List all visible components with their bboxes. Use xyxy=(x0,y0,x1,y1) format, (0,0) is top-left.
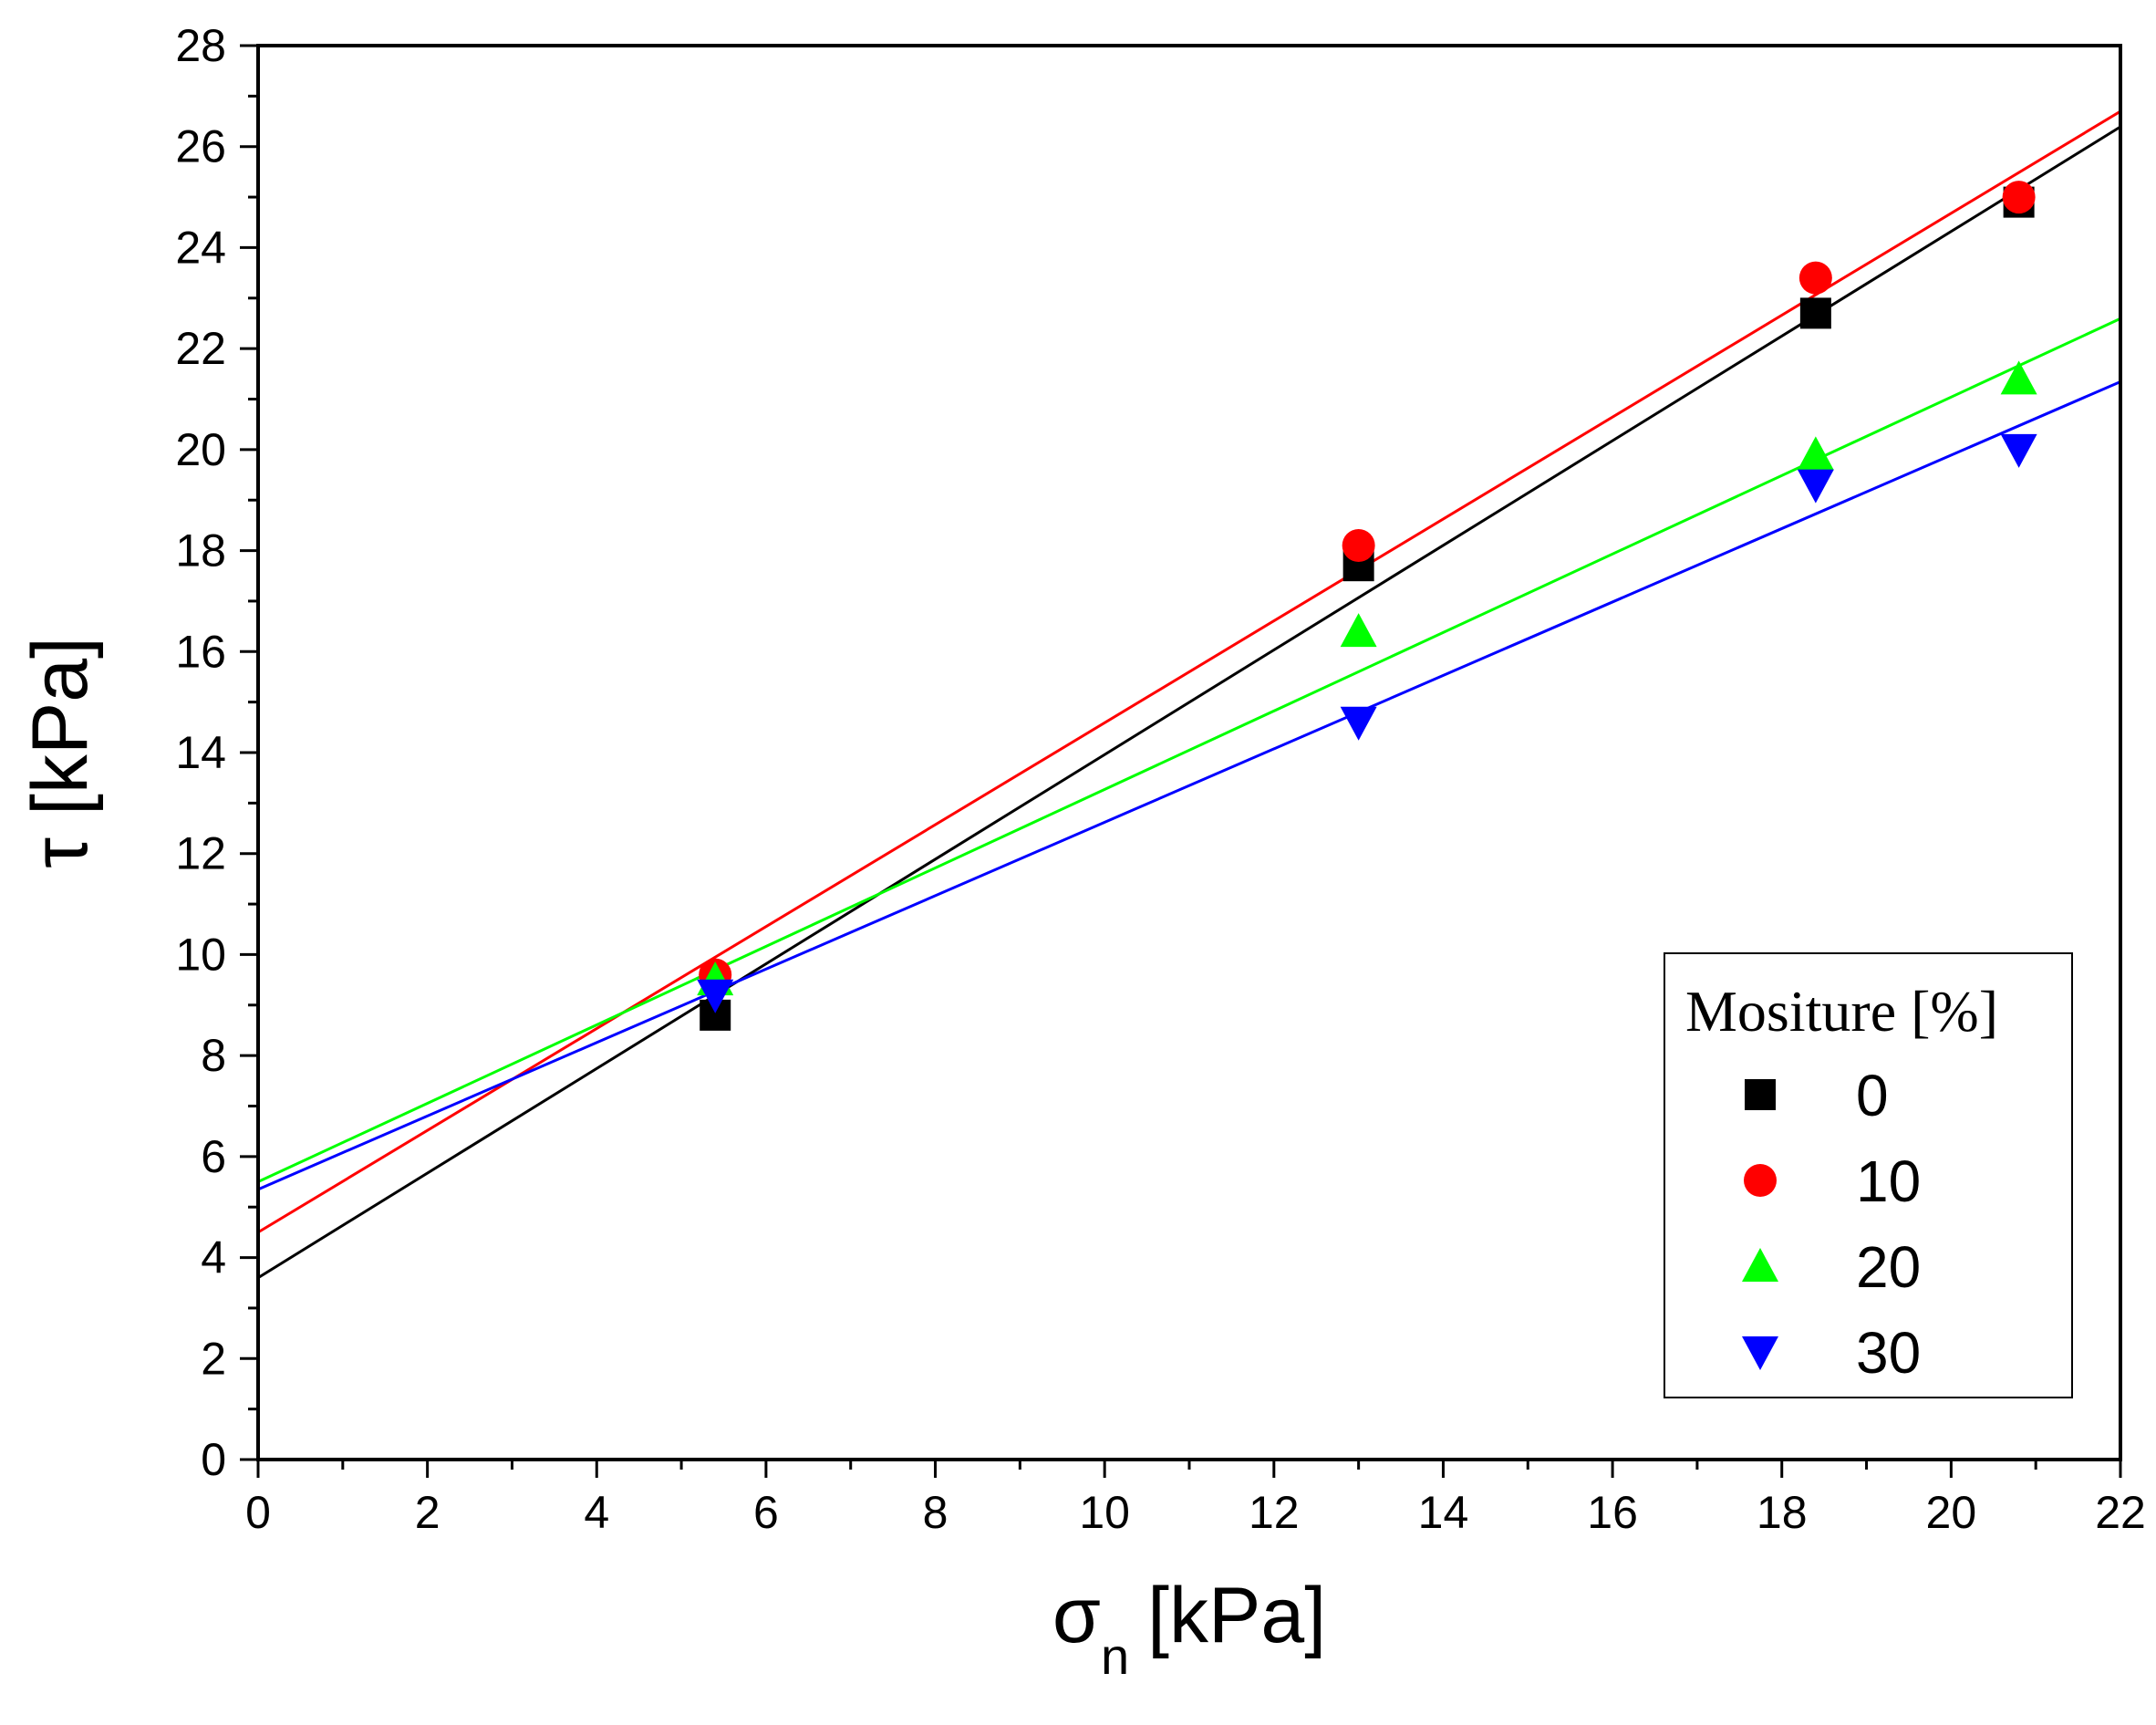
data-point-series-30 xyxy=(2000,433,2037,468)
y-tick-label: 18 xyxy=(175,525,226,577)
data-point-series-20 xyxy=(2000,360,2037,395)
legend-marker-20 xyxy=(1742,1248,1778,1282)
x-axis-title-subscript: n xyxy=(1101,1627,1129,1685)
data-point-series-30 xyxy=(697,979,734,1013)
x-tick-label: 6 xyxy=(753,1487,779,1538)
data-point-series-20 xyxy=(1340,613,1377,648)
x-tick-label: 0 xyxy=(245,1487,271,1538)
fit-line-30 xyxy=(257,380,2121,1191)
legend-label: 30 xyxy=(1856,1320,1921,1386)
y-tick-label: 26 xyxy=(175,121,226,172)
y-tick-label: 16 xyxy=(175,626,226,677)
legend-items: 0 10 20 30 xyxy=(1742,1063,1921,1386)
legend-label: 20 xyxy=(1856,1234,1921,1300)
legend-marker-0 xyxy=(1745,1079,1776,1110)
legend-title: Mositure [%] xyxy=(1685,979,1998,1044)
x-axis-title: σn [kPa] xyxy=(1052,1572,1326,1685)
y-tick-label: 8 xyxy=(201,1030,226,1081)
data-markers xyxy=(697,181,2037,1031)
x-axis-title-symbol: σ xyxy=(1052,1572,1101,1659)
y-axis-title: τ [kPa] xyxy=(16,637,104,868)
data-point-series-30 xyxy=(1797,469,1834,504)
y-tick-label: 22 xyxy=(175,323,226,374)
legend-marker-30 xyxy=(1742,1336,1778,1370)
x-tick-label: 20 xyxy=(1926,1487,1977,1538)
y-tick-label: 12 xyxy=(175,828,226,879)
y-tick-label: 24 xyxy=(175,222,226,273)
axis-tick-labels: 0 2 4 6 8 10 12 14 16 18 20 22024681012141618202224… xyxy=(175,20,2145,1538)
y-tick-label: 20 xyxy=(175,424,226,475)
axis-ticks xyxy=(240,44,2122,1478)
x-tick-label: 18 xyxy=(1757,1487,1808,1538)
x-tick-label: 14 xyxy=(1418,1487,1469,1538)
y-tick-label: 2 xyxy=(201,1333,226,1384)
y-tick-label: 28 xyxy=(175,20,226,71)
x-tick-label: 12 xyxy=(1249,1487,1300,1538)
y-tick-label: 10 xyxy=(175,929,226,980)
x-tick-label: 8 xyxy=(923,1487,948,1538)
legend-box xyxy=(1664,952,2073,1398)
legend: Mositure [%] 0 10 20 30 xyxy=(1664,952,2073,1398)
data-point-series-10 xyxy=(1798,261,1832,295)
x-tick-label: 4 xyxy=(584,1487,609,1538)
data-point-series-10 xyxy=(1342,529,1375,563)
y-tick-label: 6 xyxy=(201,1131,226,1182)
x-tick-label: 22 xyxy=(2095,1487,2146,1538)
data-point-series-30 xyxy=(1340,706,1377,741)
data-point-series-20 xyxy=(1797,436,1834,471)
data-point-series-10 xyxy=(2002,181,2036,214)
y-tick-label: 4 xyxy=(201,1232,226,1283)
y-tick-label: 14 xyxy=(175,727,226,778)
legend-marker-10 xyxy=(1744,1164,1777,1197)
x-tick-label: 16 xyxy=(1587,1487,1638,1538)
legend-label: 10 xyxy=(1856,1148,1921,1214)
y-tick-label: 0 xyxy=(201,1434,226,1485)
x-axis-title-unit: [kPa] xyxy=(1147,1572,1326,1659)
legend-label: 0 xyxy=(1856,1063,1889,1128)
x-tick-label: 2 xyxy=(415,1487,441,1538)
data-point-series-0 xyxy=(1799,297,1831,329)
x-tick-label: 10 xyxy=(1079,1487,1130,1538)
